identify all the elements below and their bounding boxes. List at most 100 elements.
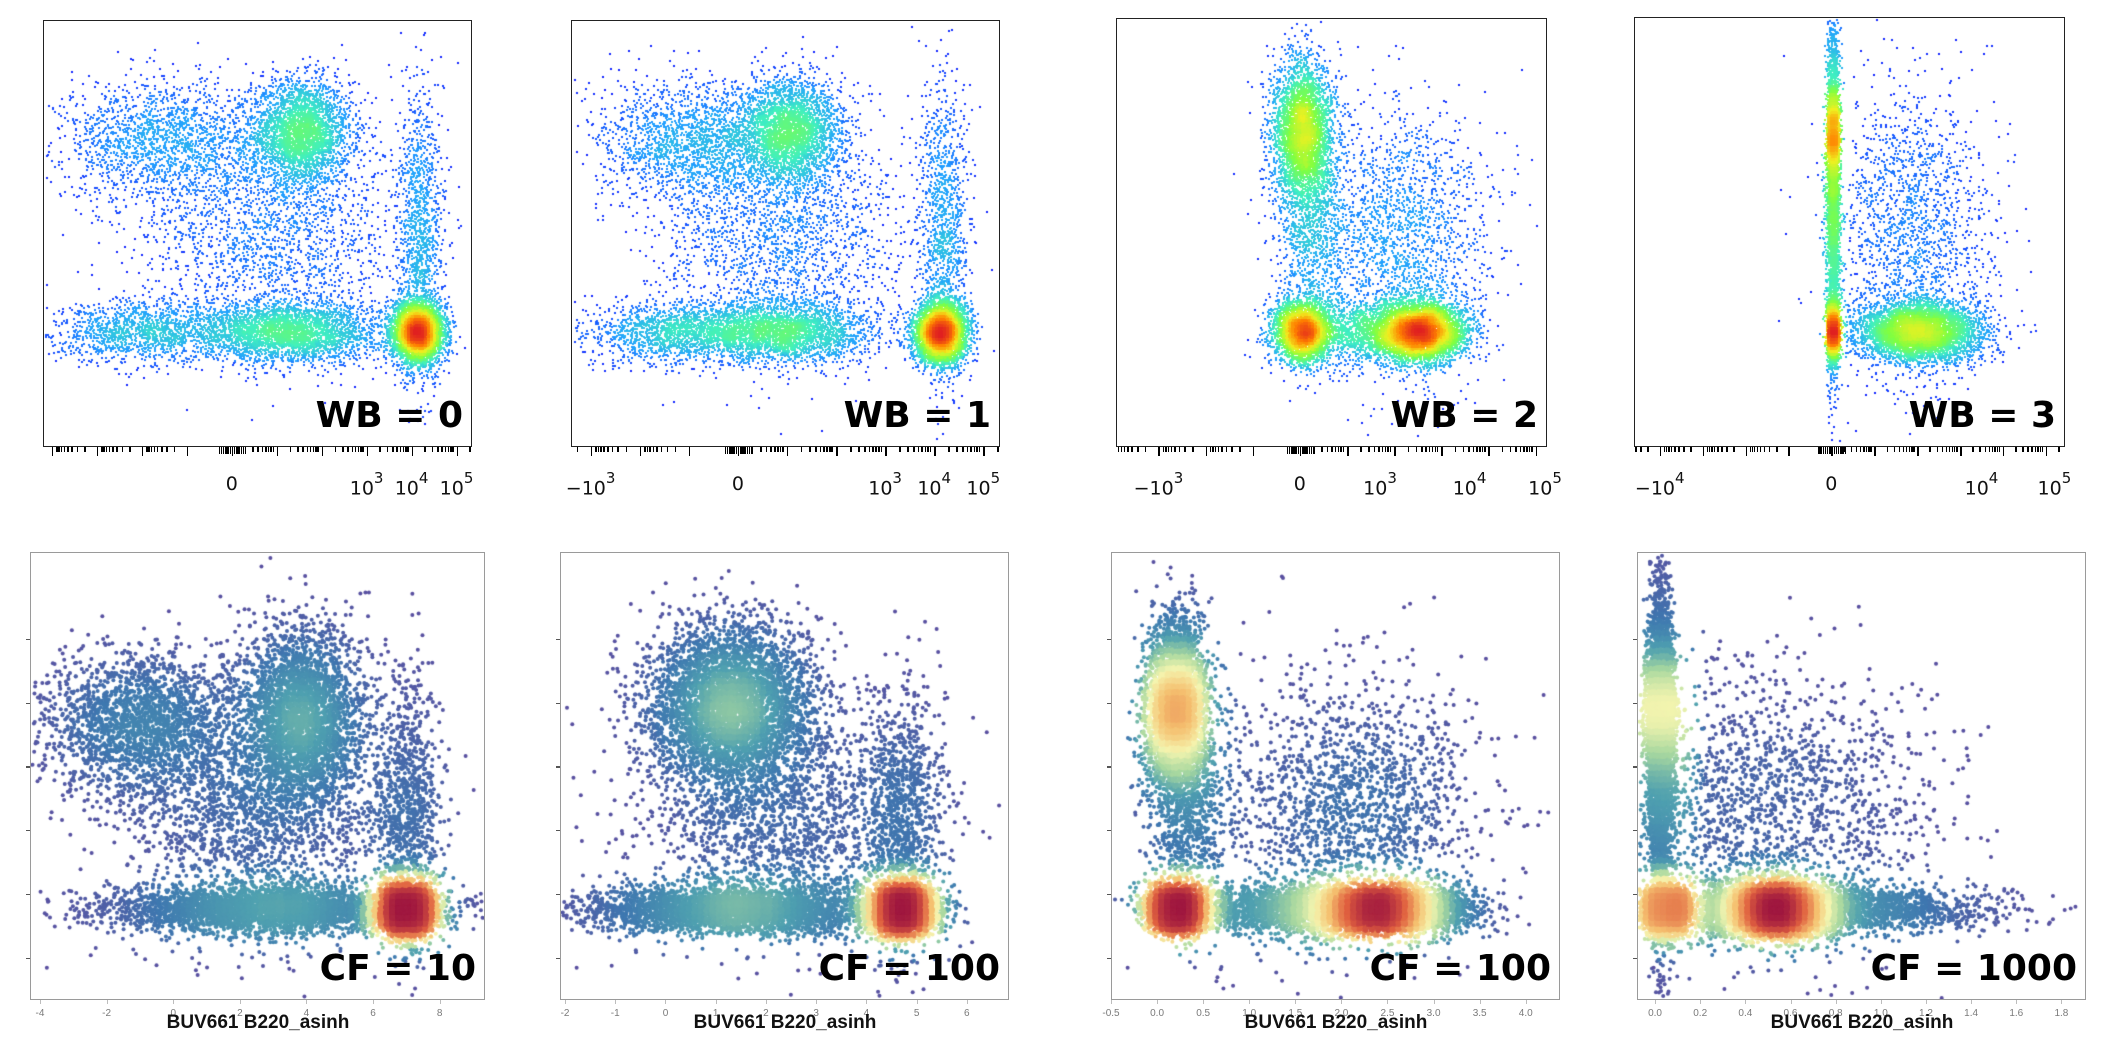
x-minor-tick — [1835, 447, 1838, 454]
x-minor-tick — [660, 447, 663, 452]
x-minor-tick — [312, 447, 315, 452]
x-minor-tick — [929, 447, 932, 452]
x-tick-label-text: 4 — [863, 1008, 870, 1019]
x-minor-tick — [1898, 447, 1901, 452]
x-minor-tick — [607, 447, 609, 452]
x-minor-tick — [1818, 447, 1820, 454]
x-minor-tick — [1509, 447, 1512, 452]
x-tick-label: -2 — [102, 1008, 111, 1019]
x-tick-label-text: 1.0 — [1242, 1008, 1257, 1019]
y-tick — [1107, 702, 1111, 704]
x-minor-tick — [1286, 447, 1289, 454]
x-minor-tick — [1288, 447, 1291, 454]
x-major-tick — [276, 447, 279, 456]
x-minor-tick — [444, 447, 447, 452]
x-minor-tick — [850, 447, 852, 452]
x-minor-tick — [1908, 447, 1911, 452]
x-minor-tick — [1678, 447, 1680, 452]
x-minor-tick — [1768, 447, 1771, 452]
x-minor-tick — [1431, 447, 1434, 452]
x-tick-label: −103 — [566, 469, 616, 499]
x-minor-tick — [60, 447, 63, 452]
x-tick-label-text: 1 — [712, 1008, 719, 1019]
x-tick-label-text: 6 — [370, 1008, 376, 1019]
x-tick — [866, 1000, 868, 1004]
x-minor-tick — [1434, 447, 1437, 452]
x-minor-tick — [58, 447, 60, 452]
x-minor-tick — [231, 447, 234, 454]
x-minor-tick — [1162, 447, 1165, 452]
x-minor-tick — [351, 447, 354, 452]
x-minor-tick — [779, 447, 782, 452]
y-tick — [1633, 766, 1637, 768]
x-minor-tick — [1911, 447, 1913, 452]
x-minor-tick — [1337, 447, 1340, 452]
x-axis: -2 -1 0 1 2 3 4 5 6 — [560, 1000, 1010, 1060]
x-axis-title: BUV661 B220_asinh — [1770, 1012, 1954, 1033]
panel-label: WB = 2 — [1390, 395, 1538, 436]
x-minor-tick — [831, 447, 833, 452]
x-minor-tick — [402, 447, 405, 452]
x-tick-label-text: -4 — [35, 1008, 45, 1019]
x-minor-tick — [272, 447, 275, 452]
x-minor-tick — [1670, 447, 1673, 452]
x-minor-tick — [1996, 447, 1999, 452]
x-axis: -0.5 0.0 0.5 1.0 1.5 2.0 2.5 3.0 3.5 4.0 — [1102, 1000, 1561, 1060]
x-minor-tick — [267, 447, 270, 452]
x-minor-tick — [1905, 447, 1908, 452]
x-minor-tick — [67, 447, 69, 452]
x-tick-label: 0 — [732, 473, 744, 495]
x-tick-label-exponent: 4 — [1988, 469, 1999, 487]
x-minor-tick — [899, 447, 901, 452]
x-tick-label: 3.5 — [1473, 1008, 1487, 1019]
x-minor-tick — [1484, 447, 1486, 452]
x-tick — [615, 1000, 617, 1004]
x-tick-label: 3 — [813, 1008, 819, 1019]
x-minor-tick — [819, 447, 822, 452]
x-minor-tick — [379, 447, 381, 452]
x-minor-tick — [63, 447, 66, 452]
x-minor-tick — [1340, 447, 1342, 452]
x-tick-label: 103 — [1363, 469, 1397, 499]
x-minor-tick — [733, 447, 735, 454]
x-minor-tick — [1753, 447, 1756, 452]
x-minor-tick — [962, 447, 964, 452]
x-minor-tick — [1436, 447, 1439, 452]
x-tick-label-text: 10 — [1452, 477, 1477, 500]
x-minor-tick — [2015, 447, 2017, 452]
x-minor-tick — [782, 447, 784, 452]
x-minor-tick — [2037, 447, 2039, 452]
x-minor-tick — [146, 447, 148, 452]
x-minor-tick — [240, 447, 243, 454]
x-tick-label-text: 0.0 — [1150, 1008, 1165, 1019]
x-tick — [1790, 1000, 1792, 1004]
x-major-tick — [885, 447, 887, 456]
x-tick-label-text: −10 — [1634, 477, 1676, 500]
scatter-points — [572, 21, 999, 446]
x-tick — [816, 1000, 818, 1004]
x-minor-tick — [1373, 447, 1376, 452]
x-minor-tick — [1425, 447, 1427, 452]
x-tick — [1295, 1000, 1297, 1004]
x-tick-label-exponent: 4 — [1675, 469, 1685, 487]
x-tick — [1249, 1000, 1251, 1004]
x-tick — [373, 1000, 375, 1004]
panel-wb-2: WB = 2 −103 0 103 104 105 — [1116, 18, 1562, 518]
panel-label: WB = 3 — [1908, 395, 2056, 436]
x-tick — [1835, 1000, 1837, 1004]
x-minor-tick — [302, 447, 304, 452]
x-axis: −103 0 103 104 105 — [566, 447, 1001, 507]
y-tick — [1633, 893, 1637, 896]
x-tick — [1203, 1000, 1205, 1004]
x-tick-label-exponent: 3 — [1387, 469, 1397, 487]
scatter-points — [1112, 553, 1559, 999]
x-minor-tick — [1936, 447, 1939, 452]
x-tick-label: 2.0 — [1334, 1008, 1348, 1019]
x-tick — [1157, 1000, 1159, 1004]
x-minor-tick — [724, 447, 727, 454]
x-axis: 0.0 0.2 0.4 0.6 0.8 1.0 1.2 1.4 1.6 1.8 — [1637, 1000, 2087, 1060]
x-tick — [1341, 1000, 1343, 1004]
x-tick-label: 1.8 — [2054, 1008, 2068, 1019]
x-minor-tick — [1531, 447, 1533, 452]
x-tick-label-text: 10 — [917, 477, 942, 500]
